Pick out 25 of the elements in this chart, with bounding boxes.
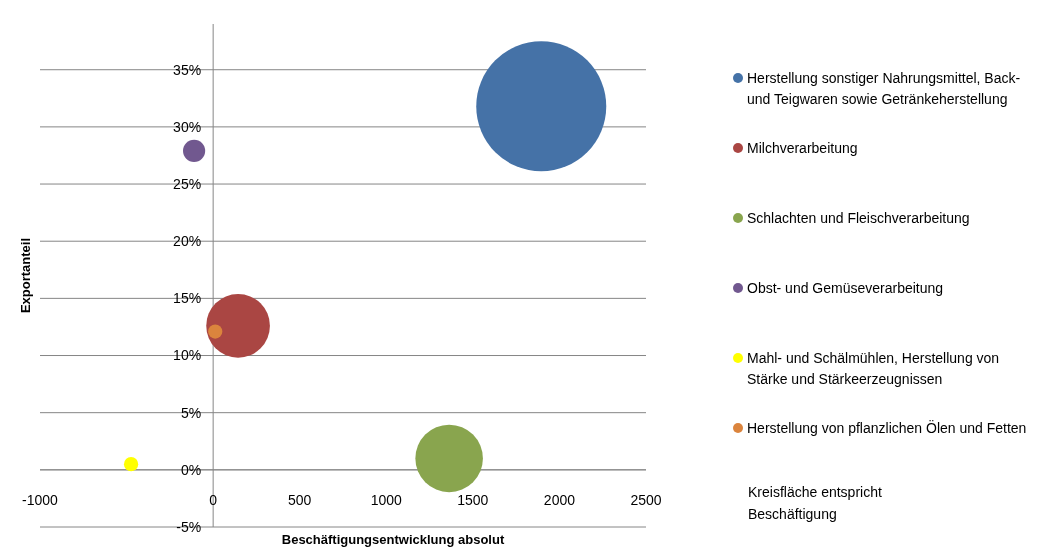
legend-label: Herstellung sonstiger Nahrungsmittel, Back- und Teigwaren sowie Getränkeherstellung	[747, 70, 1021, 107]
x-tick-label: 1500	[457, 491, 489, 508]
legend-label: Schlachten und Fleischverarbeitung	[747, 210, 970, 226]
text: Kreisfläche entspricht Beschäftigung	[748, 484, 882, 522]
legend-label: Milchverarbeitung	[747, 140, 858, 156]
y-tick-label: 5%	[180, 404, 202, 421]
y-tick-label: -5%	[176, 518, 202, 535]
y-tick-label: 30%	[173, 118, 202, 135]
y-axis-title: Exportanteil	[18, 237, 33, 314]
x-tick-label: -1000	[22, 491, 59, 508]
y-tick-label: 15%	[173, 290, 202, 307]
x-tick-label: 1000	[370, 491, 403, 508]
x-tick-label: 2000	[543, 491, 576, 508]
y-tick-label: 35%	[173, 61, 202, 78]
x-tick-label: 2500	[630, 491, 662, 508]
legend-label: Mahl- und Schälmühlen, Herstellung von Stärke und Stärkeerzeugnissen	[747, 350, 1000, 387]
x-axis-title: Beschäftigungsentwicklung absolut	[281, 532, 505, 547]
x-tick-label: 0	[209, 491, 218, 508]
legend-label: Obst- und Gemüseverarbeitung	[747, 280, 944, 296]
y-tick-label: 0%	[180, 461, 202, 478]
y-tick-label: 10%	[173, 347, 202, 364]
legend-label: Herstellung von pflanzlichen Ölen und Fetten	[747, 419, 1027, 436]
x-tick-label: 500	[288, 491, 312, 508]
y-tick-label: 25%	[173, 175, 202, 192]
y-tick-label: 20%	[173, 233, 202, 250]
